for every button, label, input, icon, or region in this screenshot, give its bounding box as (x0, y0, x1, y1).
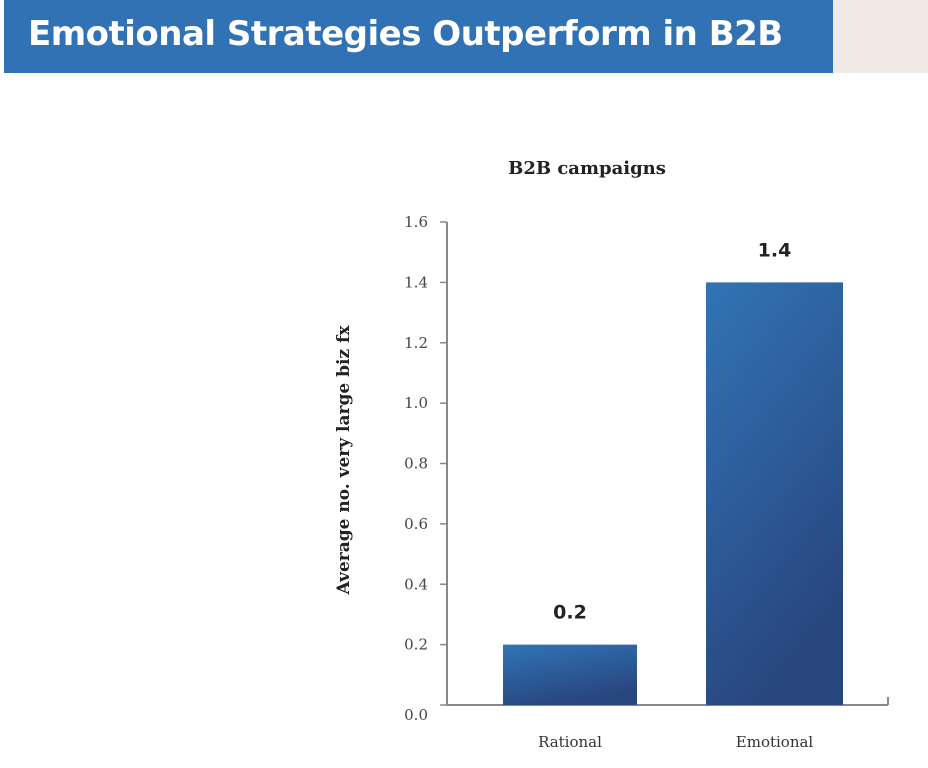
data-label: 1.4 (758, 239, 792, 261)
bar-rational (503, 644, 637, 705)
data-label: 0.2 (553, 602, 587, 624)
bar-emotional (706, 282, 843, 705)
y-tick-label: 1.2 (404, 334, 428, 352)
y-tick-label: 0.4 (404, 575, 428, 593)
y-tick-label: 0.2 (404, 636, 428, 654)
y-tick-label: 1.0 (404, 394, 428, 412)
x-category-label: Rational (538, 733, 602, 751)
title-banner (4, 0, 833, 73)
page-title: Emotional Strategies Outperform in B2B (28, 14, 783, 54)
y-tick-label: 0.0 (404, 706, 428, 724)
x-category-label: Emotional (736, 733, 814, 751)
chart-title: B2B campaigns (508, 158, 666, 179)
y-tick-label: 1.4 (404, 273, 428, 291)
y-tick-label: 0.8 (404, 455, 428, 473)
y-axis-label: Average no. very large biz fx (334, 325, 354, 596)
y-tick-label: 0.6 (404, 515, 428, 533)
y-tick-label: 1.6 (404, 213, 428, 231)
banner-side-panel (833, 0, 928, 73)
